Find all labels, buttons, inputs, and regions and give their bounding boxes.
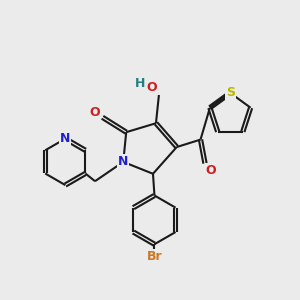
- Text: O: O: [146, 81, 157, 94]
- Text: O: O: [90, 106, 100, 119]
- Text: S: S: [226, 86, 235, 99]
- Text: N: N: [118, 155, 128, 168]
- Text: H: H: [134, 76, 145, 90]
- Text: O: O: [206, 164, 216, 177]
- Text: N: N: [60, 132, 70, 145]
- Text: Br: Br: [147, 250, 162, 262]
